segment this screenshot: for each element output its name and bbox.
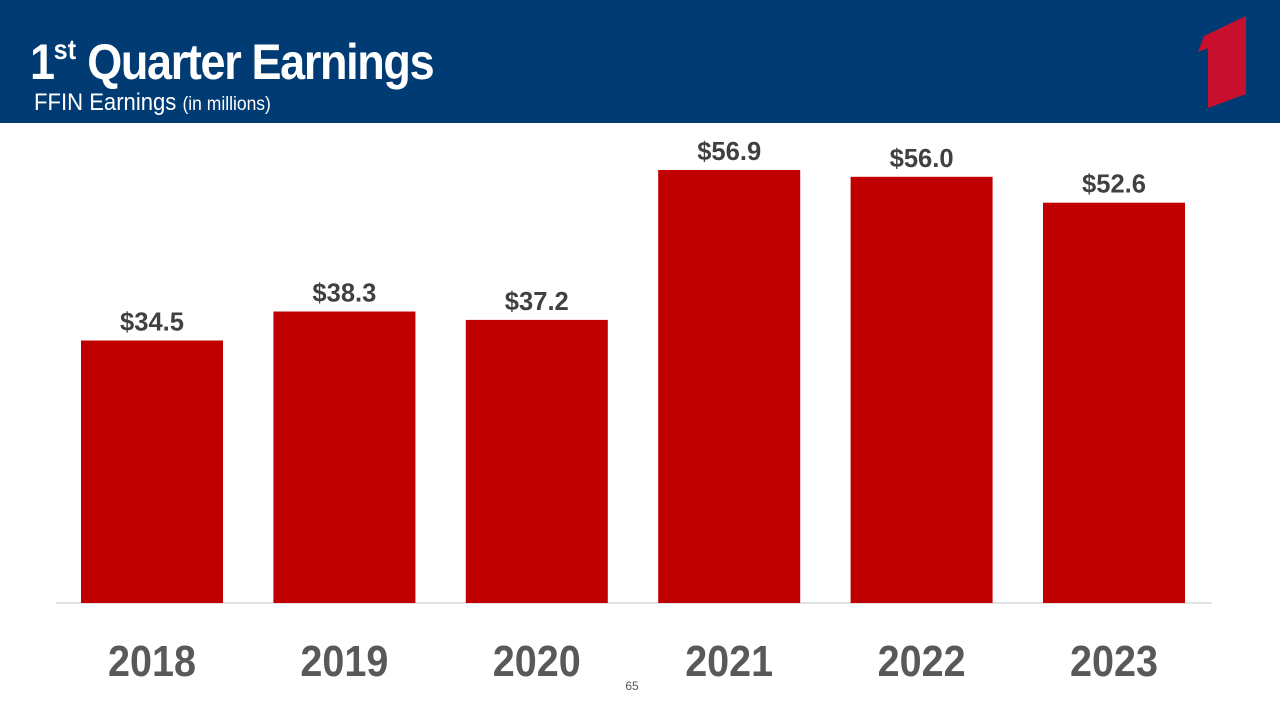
company-logo-icon [1198, 16, 1246, 108]
x-tick-labels-group: 2018 2019 2020 2021 2022 2023 [108, 637, 1158, 686]
x-tick-label-2018: 2018 [108, 637, 196, 686]
x-tick-label-2020: 2020 [493, 637, 581, 686]
bar-2022 [850, 176, 993, 604]
bar-2023 [1043, 202, 1185, 603]
page-number: 65 [625, 679, 639, 693]
bar-labels-group: $34.5 $38.3 $37.2 $56.9 $56.0 $52.6 [120, 136, 1146, 337]
page-title: 1st Quarter Earnings [30, 34, 435, 90]
bars-group [81, 170, 1185, 604]
bar-2020 [465, 319, 608, 603]
x-tick-label-2022: 2022 [878, 637, 966, 686]
header-banner: 1st Quarter Earnings FFIN Earnings (in m… [0, 0, 1280, 123]
bar-2019 [273, 311, 416, 603]
x-tick-label-2019: 2019 [300, 637, 388, 686]
bar-value-label-2022: $56.0 [890, 143, 954, 173]
logo-shape [1198, 16, 1246, 108]
bar-value-label-2021: $56.9 [697, 136, 761, 166]
bar-value-label-2020: $37.2 [505, 286, 569, 316]
x-tick-label-2021: 2021 [685, 637, 773, 686]
bar-2018 [81, 340, 223, 603]
bar-2021 [658, 170, 801, 603]
bar-value-label-2023: $52.6 [1082, 169, 1146, 199]
x-tick-label-2023: 2023 [1070, 637, 1158, 686]
page-subtitle: FFIN Earnings (in millions) [34, 89, 271, 116]
bar-value-label-2019: $38.3 [312, 278, 376, 308]
bar-value-label-2018: $34.5 [120, 307, 184, 337]
